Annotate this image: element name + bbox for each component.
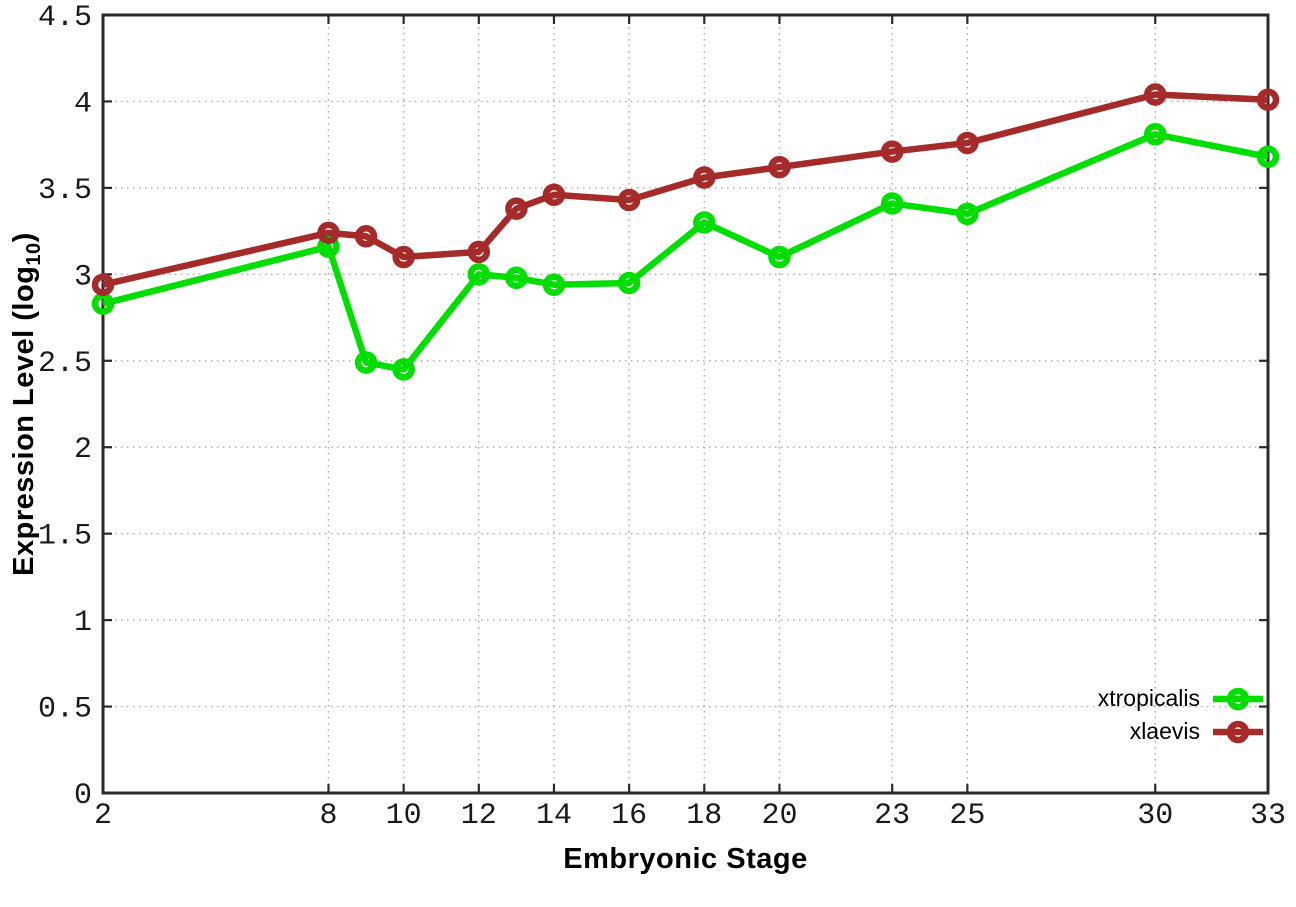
data-point-xlaevis [956, 131, 979, 155]
y-tick-label: 0.5 [38, 693, 92, 727]
data-point-xtropicalis [880, 192, 904, 215]
y-tick-label: 1 [74, 606, 92, 640]
tick-labels: 2 8 10 12 14 16 18 20 23 25 30 33 0 0.5 1 1.5 2 2.5 3 3.5 4 4… [38, 1, 1286, 833]
y-tick-label: 0 [74, 779, 92, 813]
legend-sample-line-icon [1213, 687, 1263, 710]
y-axis-title-text: Expression Level (log [8, 265, 41, 576]
y-tick-label: 3.5 [38, 174, 92, 208]
data-point-xtropicalis [617, 271, 641, 295]
legend-label-xtropicalis: xtropicalis [1097, 685, 1200, 711]
gridlines [103, 15, 1268, 793]
x-tick-label: 20 [761, 799, 797, 833]
data-point-xtropicalis [1144, 123, 1167, 146]
x-tick-label: 25 [949, 799, 985, 833]
data-point-xtropicalis [392, 358, 415, 381]
y-tick-label: 4.5 [38, 1, 92, 35]
data-point-xlaevis [91, 273, 115, 296]
y-tick-label: 3 [74, 260, 92, 294]
data-point-xlaevis [505, 197, 528, 220]
legend: xtropicalis xlaevis [1098, 684, 1264, 746]
plot-border [101, 13, 1270, 795]
x-tick-label: 2 [94, 799, 112, 833]
data-point-xlaevis [467, 240, 491, 264]
data-point-xtropicalis [768, 245, 791, 269]
data-point-xlaevis [617, 188, 641, 212]
data-point-xtropicalis [467, 263, 491, 286]
y-axis-title-suffix: ) [8, 232, 41, 243]
series-line-xtropicalis [102, 131, 1269, 373]
x-tick-label: 33 [1250, 799, 1286, 833]
data-point-xtropicalis [542, 273, 566, 296]
x-tick-label: 10 [386, 799, 422, 833]
series-xlaevis [91, 83, 1280, 296]
data-point-xtropicalis [693, 211, 716, 234]
x-tick-label: 23 [874, 799, 910, 833]
tick-marks [101, 13, 1270, 795]
data-point-xtropicalis [1256, 145, 1280, 169]
data-point-xlaevis [693, 166, 716, 189]
y-axis-title-subscript: 10 [22, 242, 45, 266]
legend-sample-line-icon [1213, 720, 1263, 743]
data-point-xlaevis [768, 155, 791, 179]
legend-label-xlaevis: xlaevis [1129, 718, 1200, 744]
x-axis-title: Embryonic Stage [563, 843, 808, 875]
data-point-xlaevis [1256, 88, 1280, 111]
x-tick-label: 18 [686, 799, 722, 833]
y-tick-label: 4 [74, 87, 92, 121]
data-point-xlaevis [1144, 83, 1167, 106]
series-xtropicalis [91, 123, 1280, 381]
x-tick-label: 16 [611, 799, 647, 833]
x-tick-label: 14 [536, 799, 572, 833]
data-point-xlaevis [880, 140, 904, 163]
data-point-xlaevis [317, 221, 340, 245]
data-point-xlaevis [354, 225, 378, 248]
x-tick-label: 30 [1137, 799, 1173, 833]
x-tick-label: 12 [461, 799, 497, 833]
legend-item-xlaevis: xlaevis [1098, 717, 1264, 746]
data-point-xtropicalis [956, 202, 979, 226]
data-point-xlaevis [542, 183, 566, 207]
data-point-xtropicalis [354, 351, 378, 374]
x-tick-label: 8 [319, 799, 337, 833]
data-point-xtropicalis [505, 266, 528, 290]
legend-item-xtropicalis: xtropicalis [1098, 684, 1264, 713]
y-tick-label: 2 [74, 433, 92, 467]
y-axis-title: Expression Level (log10) [8, 232, 46, 576]
y-tick-label: 2.5 [38, 347, 92, 381]
data-point-xlaevis [392, 245, 415, 269]
y-tick-label: 1.5 [38, 520, 92, 554]
